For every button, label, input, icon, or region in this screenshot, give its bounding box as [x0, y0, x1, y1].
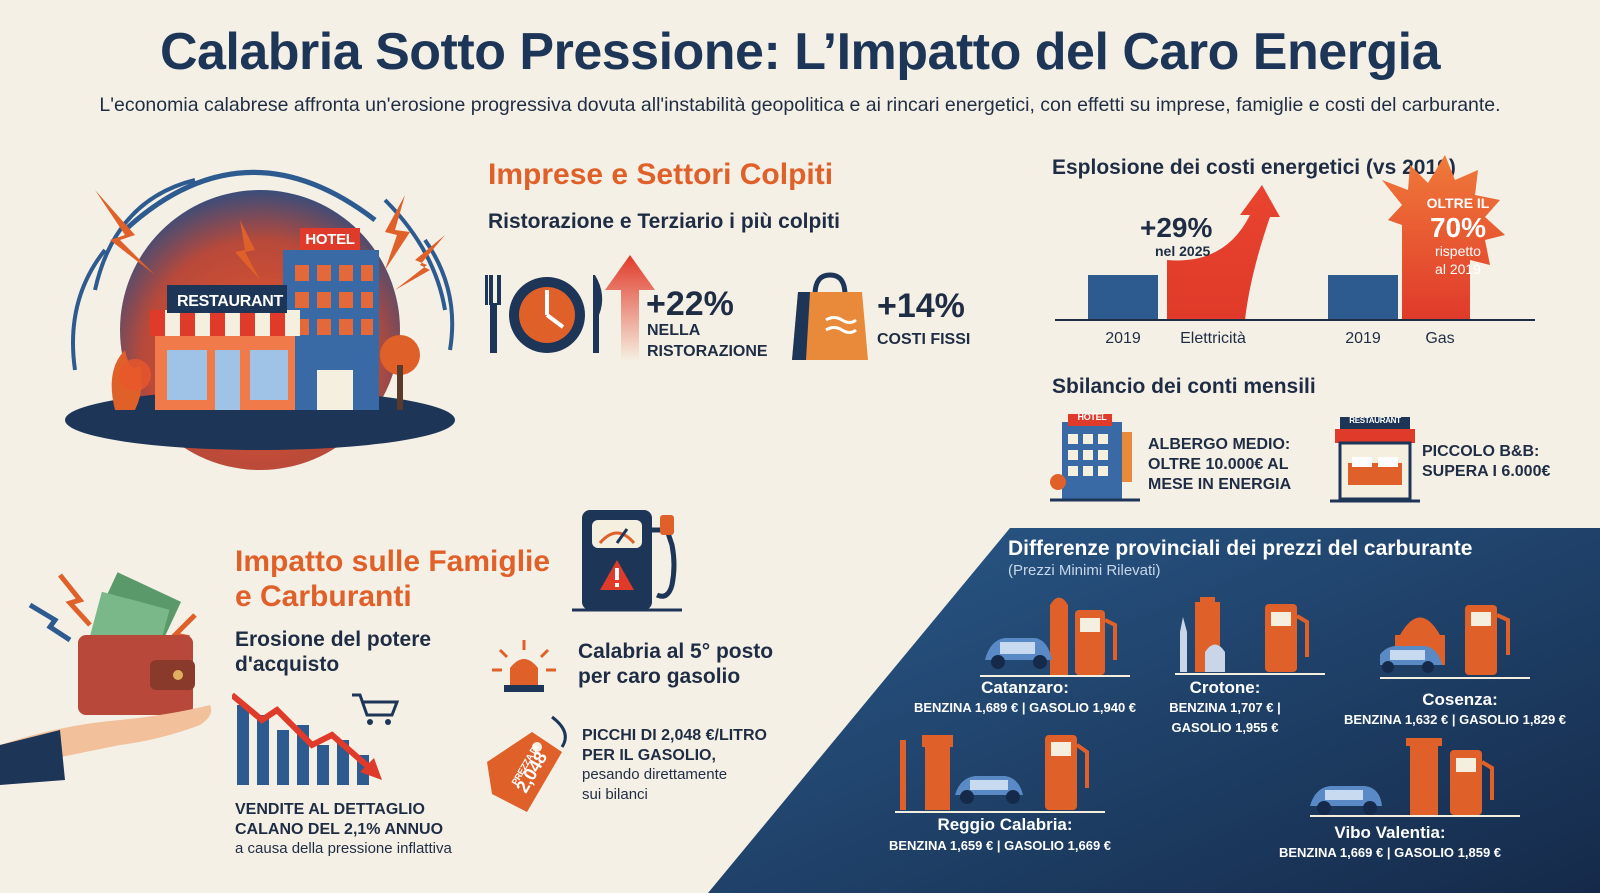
crotone-icon	[1175, 597, 1325, 675]
wallet-hand-illustration	[0, 572, 212, 785]
restaurant-hotel-illustration	[65, 170, 455, 470]
posto-line-2: per caro gasolio	[578, 665, 741, 688]
x-label-2019-elec: 2019	[1105, 330, 1141, 347]
hotel-icon	[1050, 414, 1140, 502]
bar-gas-burst	[1382, 155, 1505, 320]
catanzaro-icon	[980, 597, 1130, 677]
alarm-siren-icon	[492, 640, 556, 692]
cosenza-prices: BENZINA 1,632 € | GASOLIO 1,829 €	[1343, 712, 1567, 727]
crotone-name: Crotone:	[1189, 678, 1261, 697]
gas-note-1: OLTRE IL	[1426, 195, 1490, 211]
page-subtitle: L'economia calabrese affronta un'erosion…	[99, 94, 1501, 116]
x-label-elettricita: Elettricità	[1180, 330, 1246, 347]
vibo-valentia-icon	[1310, 738, 1520, 817]
reggio-calabria-icon	[895, 735, 1105, 813]
vibo-prices: BENZINA 1,669 € | GASOLIO 1,859 €	[1278, 845, 1502, 860]
vendite-line-2: CALANO DEL 2,1% ANNUO	[235, 821, 444, 838]
reggio-prices: BENZINA 1,659 € | GASOLIO 1,669 €	[888, 838, 1112, 853]
gas-note-3: al 2019	[1435, 261, 1481, 277]
albergo-line-2: OLTRE 10.000€ AL	[1148, 456, 1289, 473]
energy-cost-chart	[1055, 155, 1535, 321]
picchi-line-2: PER IL GASOLIO,	[582, 747, 716, 764]
ristorazione-value: +22%	[646, 285, 734, 323]
cosenza-name: Cosenza:	[1422, 690, 1498, 709]
imprese-heading: Imprese e Settori Colpiti	[488, 158, 834, 191]
bnb-line-1: PICCOLO B&B:	[1422, 443, 1540, 460]
posto-line-1: Calabria al 5° posto	[578, 640, 774, 663]
bar-elettricita-2019	[1088, 275, 1158, 320]
costi-fissi-value: +14%	[877, 287, 965, 325]
bar-elettricita-2025	[1167, 185, 1280, 320]
sbilancio-hotel-sign: HOTEL	[1077, 412, 1107, 422]
costi-fissi-label: COSTI FISSI	[877, 331, 971, 348]
plate-cutlery-icon	[485, 275, 603, 353]
x-label-gas: Gas	[1425, 330, 1455, 347]
albergo-line-3: MESE IN ENERGIA	[1148, 476, 1292, 493]
imprese-subheading: Ristorazione e Terziario i più colpiti	[488, 210, 840, 233]
costi-heading: Esplosione dei costi energetici (vs 2019…	[1052, 156, 1456, 179]
crotone-prices-1: BENZINA 1,707 € |	[1169, 700, 1281, 715]
vendite-line-1: VENDITE AL DETTAGLIO	[235, 801, 425, 818]
picchi-line-4: sui bilanci	[582, 786, 648, 803]
elettricita-note: nel 2025	[1155, 243, 1211, 259]
province-subheading: (Prezzi Minimi Rilevati)	[1008, 562, 1161, 579]
elettricita-value: +29%	[1140, 212, 1213, 243]
picchi-line-1: PICCHI DI 2,048 €/LITRO	[582, 727, 767, 744]
famiglie-heading-2: e Carburanti	[235, 580, 412, 613]
province-heading: Differenze provinciali dei prezzi del ca…	[1008, 537, 1473, 560]
price-tag-icon	[487, 715, 567, 812]
vibo-name: Vibo Valentia:	[1334, 823, 1446, 842]
cosenza-icon	[1380, 605, 1530, 679]
shopping-bag-icon	[792, 272, 868, 360]
picchi-line-3: pesando direttamente	[582, 766, 728, 783]
catanzaro-name: Catanzaro:	[981, 678, 1069, 697]
gas-note-2: rispetto	[1435, 243, 1481, 259]
catanzaro-prices: BENZINA 1,689 € | GASOLIO 1,940 €	[913, 700, 1137, 715]
famiglie-heading-1: Impatto sulle Famiglie	[235, 545, 551, 578]
erosione-line-1: Erosione del potere	[235, 628, 432, 651]
ristorazione-label-1: NELLA	[647, 322, 701, 339]
erosione-line-2: d'acquisto	[235, 653, 340, 676]
x-label-2019-gas: 2019	[1345, 330, 1381, 347]
ristorazione-label-2: RISTORAZIONE	[647, 343, 768, 360]
hotel-sign: HOTEL	[305, 231, 355, 248]
up-arrow-icon	[605, 255, 655, 360]
page-title: Calabria Sotto Pressione: L’Impatto del …	[159, 23, 1441, 81]
reggio-name: Reggio Calabria:	[937, 815, 1073, 834]
bnb-icon	[1330, 417, 1420, 503]
crotone-prices-2: GASOLIO 1,955 €	[1171, 720, 1279, 735]
sbilancio-heading: Sbilancio dei conti mensili	[1052, 375, 1316, 398]
gas-value: 70%	[1429, 212, 1487, 243]
bar-gas-2019	[1328, 275, 1398, 320]
sbilancio-restaurant-sign: RESTAURANT	[1349, 416, 1401, 425]
bnb-line-2: SUPERA I 6.000€	[1422, 463, 1551, 480]
vendite-line-3: a causa della pressione inflattiva	[235, 840, 452, 857]
albergo-line-1: ALBERGO MEDIO:	[1148, 436, 1291, 453]
declining-sales-icon	[232, 692, 400, 785]
fuel-pump-icon	[572, 510, 682, 612]
restaurant-sign: RESTAURANT	[176, 293, 284, 310]
